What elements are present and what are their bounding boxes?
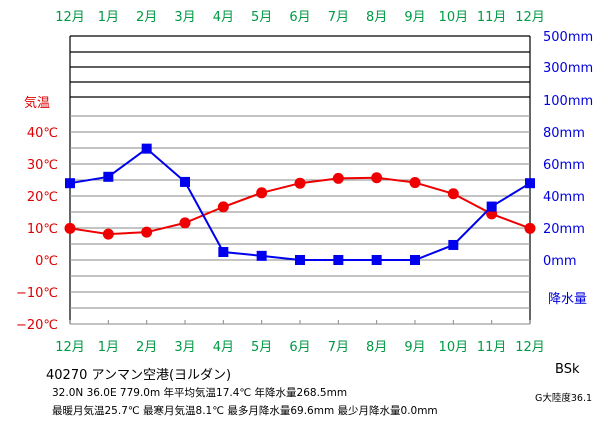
temp-tick-label: 0℃ [35,254,58,269]
month-label-bottom: 5月 [251,340,272,355]
temperature-axis: 40℃ 30℃ 20℃ 10℃ 0℃ −10℃ −20℃ [16,126,58,333]
month-label-bottom: 6月 [289,340,310,355]
precipitation-point [256,250,267,261]
temperature-point [332,172,344,184]
month-label-bottom: 3月 [174,340,195,355]
month-label-top: 4月 [213,10,234,25]
month-label-top: 9月 [404,10,425,25]
month-label-top: 8月 [366,10,387,25]
prec-tick-label: 60mm [543,158,585,173]
month-label-top: 11月 [477,10,507,25]
month-label-top: 5月 [251,10,272,25]
precipitation-point [218,247,229,257]
month-label-top: 10月 [439,10,469,25]
precipitation-line [69,147,531,261]
precipitation-point [371,255,382,265]
prec-tick-label: 0mm [543,254,577,269]
month-label-top: 6月 [289,10,310,25]
month-label-bottom: 12月 [515,340,545,355]
prec-tick-label: 500mm [543,30,593,45]
month-label-top: 1月 [98,10,119,25]
temperature-point [102,228,114,240]
temperature-point [64,222,76,234]
temperature-point [409,177,421,189]
temp-tick-label: −10℃ [16,286,58,301]
prec-tick-label: 300mm [543,61,593,76]
precipitation-point [141,143,152,154]
temp-tick-label: 20℃ [27,190,58,205]
temperature-point [447,188,459,200]
precipitation-point [525,178,535,189]
month-label-bottom: 2月 [136,340,157,355]
continentality-index: G大陸度36.1 [535,393,593,404]
month-label-top: 12月 [55,10,85,25]
temperature-point [217,201,229,213]
month-label-bottom: 1月 [98,340,119,355]
temperature-point [524,222,536,234]
precipitation-point [486,201,497,212]
chart-series [64,143,536,265]
month-label-top: 7月 [328,10,349,25]
precipitation-point [295,255,305,265]
month-label-bottom: 7月 [328,340,349,355]
prec-tick-label: 20mm [543,222,585,237]
month-labels-bottom: 12月 1月 2月 3月 4月 5月 6月 7月 8月 9月 10月 11月 12月 [55,340,545,355]
month-label-top: 12月 [515,10,545,25]
precipitation-point [410,255,420,265]
temp-tick-label: 30℃ [27,158,58,173]
temp-tick-label: 40℃ [27,126,58,141]
station-stats-line2: 最暖月気温25.7℃ 最寒月気温8.1℃ 最多月降水量69.6mm 最少月降水量… [52,405,438,417]
station-name: 40270 アンマン空港(ヨルダン) [46,368,232,383]
month-label-bottom: 12月 [55,340,85,355]
month-label-bottom: 11月 [477,340,507,355]
month-label-bottom: 10月 [439,340,469,355]
temperature-point [179,217,191,229]
precipitation-point [448,239,459,250]
temperature-axis-title: 気温 [24,95,50,111]
month-label-top: 2月 [136,10,157,25]
temperature-point [256,187,268,199]
month-label-bottom: 4月 [213,340,234,355]
month-labels-top: 12月 1月 2月 3月 4月 5月 6月 7月 8月 9月 10月 11月 12月 [55,10,545,25]
temp-tick-label: −20℃ [16,318,58,333]
precipitation-point [65,178,75,189]
month-label-top: 3月 [174,10,195,25]
station-stats-line1: 32.0N 36.0E 779.0m 年平均気温17.4℃ 年降水量268.5m… [52,387,348,399]
prec-tick-label: 80mm [543,126,585,141]
precipitation-point [103,171,114,182]
temp-tick-label: 10℃ [27,222,58,237]
prec-tick-label: 40mm [543,190,585,205]
precipitation-point [180,176,190,187]
month-label-bottom: 8月 [366,340,387,355]
precipitation-axis-title: 降水量 [548,292,587,307]
month-label-bottom: 9月 [404,340,425,355]
prec-tick-label: 100mm [543,94,593,109]
temperature-point [371,172,383,184]
precipitation-point [333,255,344,265]
temperature-point [141,226,153,238]
temperature-point [294,177,306,189]
precipitation-axis: 500mm 300mm 100mm 80mm 60mm 40mm 20mm 0mm [543,30,593,269]
koppen-classification: BSk [555,362,580,377]
